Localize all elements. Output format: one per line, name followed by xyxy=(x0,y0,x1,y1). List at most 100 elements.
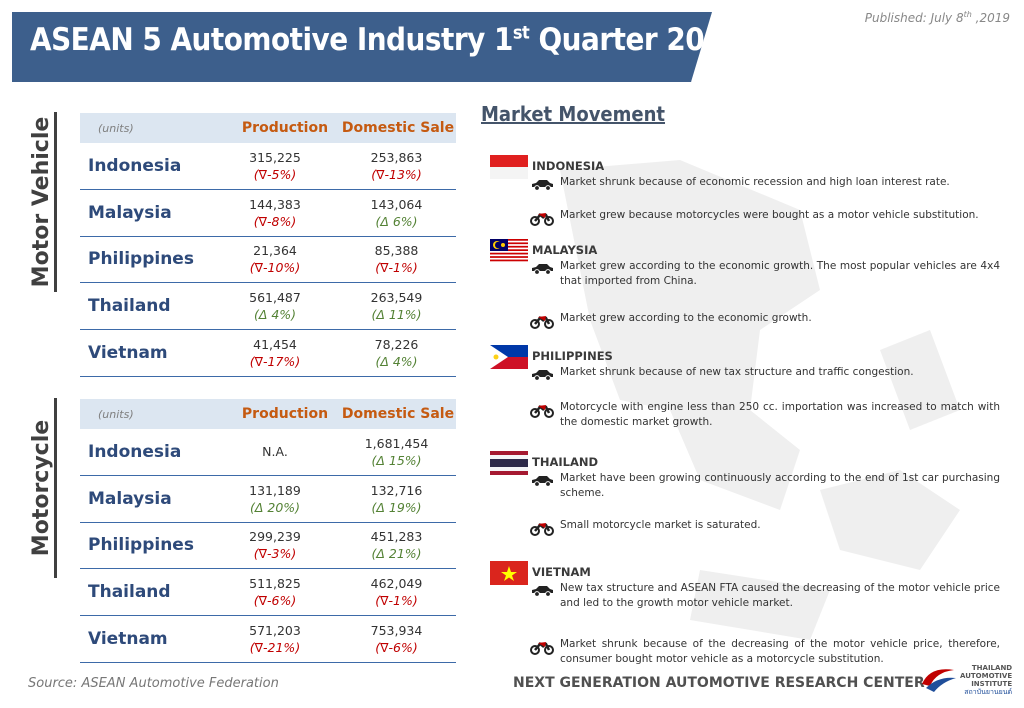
change: (∇-10%) xyxy=(249,260,301,276)
table-header: (units) Production Domestic Sale xyxy=(80,113,456,143)
table-row: Vietnam 41,454 (∇-17%) 78,226 (Δ 4%) xyxy=(80,330,456,377)
value-cell: 41,454 (∇-17%) xyxy=(210,336,340,370)
value-cell: 1,681,454 (Δ 15%) xyxy=(340,435,453,469)
change: (∇-5%) xyxy=(253,166,297,182)
value-cell: 253,863 (∇-13%) xyxy=(340,149,453,183)
value-cell: 78,226 (Δ 4%) xyxy=(340,336,453,370)
logo-text: AUTOMOTIVE xyxy=(960,672,1013,680)
country: Thailand xyxy=(88,296,171,317)
value: 299,239 xyxy=(249,529,301,545)
title-banner xyxy=(12,12,712,82)
value-cell: 571,203 (∇-21%) xyxy=(210,622,340,656)
header-cell: Domestic Sale xyxy=(341,406,455,422)
table-label: Motorcycle xyxy=(29,398,57,578)
change: (Δ 4%) xyxy=(253,307,297,323)
country-name: MALAYSIA xyxy=(532,243,598,257)
change: (Δ 19%) xyxy=(371,499,422,515)
value-cell: 299,239 (∇-3%) xyxy=(210,528,340,562)
item-text: Small motorcycle market is saturated. xyxy=(560,519,761,531)
logo-text: THAILAND xyxy=(971,664,1013,672)
table-row: Thailand 561,487 (Δ 4%) 263,549 (Δ 11%) xyxy=(80,283,456,331)
table-row: Malaysia 131,189 (Δ 20%) 132,716 (Δ 19%) xyxy=(80,476,456,523)
value-cell: 85,388 (∇-1%) xyxy=(340,242,453,276)
value: 41,454 xyxy=(253,337,297,353)
value-cell: 132,716 (Δ 19%) xyxy=(340,482,453,516)
header-cell: (units) xyxy=(98,121,134,135)
value: 1,681,454 xyxy=(364,435,429,451)
item-text: Market grew according to the economic gr… xyxy=(560,260,1000,287)
value: 85,388 xyxy=(374,243,419,259)
table-row: Malaysia 144,383 (∇-8%) 143,064 (Δ 6%) xyxy=(80,190,456,237)
change: (Δ 21%) xyxy=(371,546,422,562)
title-text: Quarter 2019 xyxy=(529,22,742,58)
value: 561,487 xyxy=(249,290,301,306)
market-title: Market Movement xyxy=(481,102,666,126)
flag xyxy=(490,345,528,369)
value: 315,225 xyxy=(249,149,301,165)
market-item: Market grew according to the economic gr… xyxy=(530,259,1000,289)
table: (units) Production Domestic Sale Indonesia N… xyxy=(80,399,456,663)
center-name: NEXT GENERATION AUTOMOTIVE RESEARCH CENT… xyxy=(513,675,925,691)
country: Malaysia xyxy=(88,488,172,509)
value: 753,934 xyxy=(370,623,423,639)
market-item: Market shrunk because of economic recess… xyxy=(530,175,1000,191)
change: (∇-3%) xyxy=(253,546,297,562)
value: 451,283 xyxy=(370,529,423,545)
flag xyxy=(490,239,528,262)
change: (Δ 20%) xyxy=(249,499,301,515)
flag xyxy=(490,451,528,475)
logo-text: สถาบันยานยนต์ xyxy=(964,688,1013,696)
table-row: Thailand 511,825 (∇-6%) 462,049 (∇-1%) xyxy=(80,569,456,617)
table-row: Vietnam 571,203 (∇-21%) 753,934 (∇-6%) xyxy=(80,616,456,663)
value: 21,364 xyxy=(253,243,297,259)
published: Published: July 8th ,2019 xyxy=(865,10,1010,25)
value-cell: 511,825 (∇-6%) xyxy=(210,575,340,609)
logo-text: INSTITUTE xyxy=(971,680,1013,688)
background-map xyxy=(560,160,960,640)
title: ASEAN 5 Automotive Industry 1st Quarter … xyxy=(30,22,742,58)
market-item: New tax structure and ASEAN FTA caused t… xyxy=(530,581,1000,611)
change: (Δ 11%) xyxy=(371,307,422,323)
source: Source: ASEAN Automotive Federation xyxy=(28,676,279,691)
published-text: ,2019 xyxy=(971,11,1010,25)
value: 144,383 xyxy=(249,196,301,212)
table-row: Indonesia N.A. 1,681,454 (Δ 15%) xyxy=(80,429,456,476)
country-name: INDONESIA xyxy=(532,159,605,173)
change: (Δ 4%) xyxy=(375,354,418,370)
market-item: Motorcycle with engine less than 250 cc.… xyxy=(530,400,1000,430)
title-text: ASEAN 5 Automotive Industry 1 xyxy=(30,22,513,58)
country-name: THAILAND xyxy=(532,455,599,469)
country: Malaysia xyxy=(88,202,172,223)
table-row: Philippines 21,364 (∇-10%) 85,388 (∇-1%) xyxy=(80,237,456,284)
country: Philippines xyxy=(88,249,194,270)
change: (∇-6%) xyxy=(375,640,418,656)
value: 263,549 xyxy=(370,290,423,306)
country: Indonesia xyxy=(88,441,182,462)
item-text: Market shrunk because of economic recess… xyxy=(560,176,950,188)
title-sup: st xyxy=(512,22,530,44)
header-cell: Production xyxy=(241,120,329,136)
published-text: Published: July 8 xyxy=(864,11,964,25)
flag xyxy=(490,155,528,179)
header-cell: Production xyxy=(241,406,329,422)
value: 571,203 xyxy=(249,623,301,639)
item-text: Market have been growing continuously ac… xyxy=(560,472,1000,499)
value-cell: 315,225 (∇-5%) xyxy=(210,149,340,183)
value-cell: 131,189 (Δ 20%) xyxy=(210,482,340,516)
table-row: Indonesia 315,225 (∇-5%) 253,863 (∇-13%) xyxy=(80,143,456,190)
market-item: Market shrunk because of new tax structu… xyxy=(530,365,1000,381)
item-text: Market grew because motorcycles were bou… xyxy=(560,209,979,221)
value: 253,863 xyxy=(370,149,423,165)
market-item: Market grew according to the economic gr… xyxy=(530,311,1000,329)
market-item: Market shrunk because of the decreasing … xyxy=(530,637,1000,667)
header-cell: Domestic Sale xyxy=(341,120,455,136)
value-cell: 144,383 (∇-8%) xyxy=(210,196,340,230)
market-item: Market have been growing continuously ac… xyxy=(530,471,1000,501)
logo-mark xyxy=(922,669,956,692)
table: (units) Production Domestic Sale Indonesia 3… xyxy=(80,113,456,377)
market-item: Small motorcycle market is saturated. xyxy=(530,518,1000,536)
value-cell: 143,064 (Δ 6%) xyxy=(340,196,453,230)
value-cell: 21,364 (∇-10%) xyxy=(210,242,340,276)
change: (∇-13%) xyxy=(371,166,422,182)
